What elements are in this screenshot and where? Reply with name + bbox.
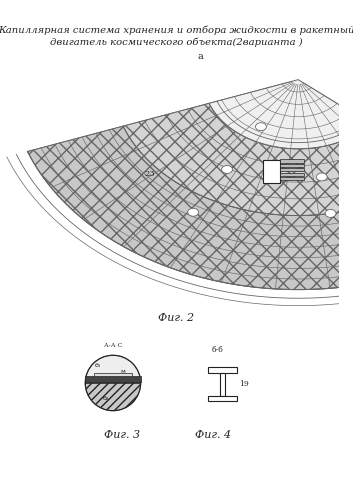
Circle shape bbox=[85, 355, 140, 411]
Text: б₂: б₂ bbox=[103, 396, 109, 401]
Wedge shape bbox=[85, 355, 140, 383]
Bar bbox=[280, 177, 304, 180]
Bar bbox=[208, 367, 237, 373]
Text: Фиг. 2: Фиг. 2 bbox=[158, 313, 194, 323]
Text: а: а bbox=[197, 51, 203, 60]
Text: м: м bbox=[120, 369, 125, 374]
Circle shape bbox=[256, 123, 267, 131]
Bar bbox=[263, 160, 280, 183]
Text: б₁: б₁ bbox=[95, 363, 101, 368]
Text: А-А С: А-А С bbox=[104, 343, 122, 348]
Text: 23: 23 bbox=[144, 170, 155, 178]
Bar bbox=[280, 164, 304, 167]
Text: Фиг. 3: Фиг. 3 bbox=[104, 430, 140, 440]
Bar bbox=[85, 376, 140, 382]
Bar bbox=[208, 396, 237, 401]
Circle shape bbox=[188, 208, 199, 216]
Bar bbox=[280, 173, 304, 176]
Text: Фиг. 4: Фиг. 4 bbox=[195, 430, 231, 440]
Wedge shape bbox=[85, 383, 140, 411]
Polygon shape bbox=[28, 126, 353, 289]
Bar bbox=[220, 373, 225, 396]
Circle shape bbox=[222, 166, 233, 174]
Text: 19: 19 bbox=[239, 380, 249, 388]
Bar bbox=[94, 373, 132, 376]
Circle shape bbox=[316, 173, 327, 181]
Polygon shape bbox=[209, 80, 353, 149]
Text: б-б: б-б bbox=[211, 346, 223, 354]
Text: Капиллярная система хранения и отбора жидкости в ракетный: Капиллярная система хранения и отбора жи… bbox=[0, 25, 353, 35]
Text: двигатель космического объекта(2варианта ): двигатель космического объекта(2варианта… bbox=[50, 37, 302, 47]
Polygon shape bbox=[123, 103, 353, 216]
Circle shape bbox=[325, 210, 336, 218]
Bar bbox=[280, 168, 304, 172]
Bar bbox=[280, 159, 304, 163]
